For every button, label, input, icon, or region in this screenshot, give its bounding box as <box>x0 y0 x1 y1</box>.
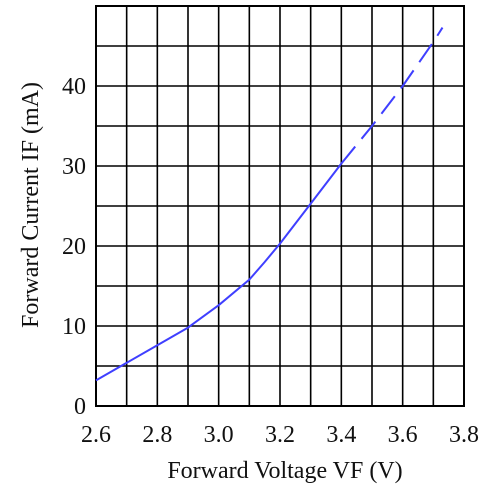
y-tick-label: 10 <box>62 314 86 340</box>
x-tick-labels: 2.6 2.8 3.0 3.2 3.4 3.6 3.8 <box>81 422 479 448</box>
x-axis-label: Forward Voltage VF (V) <box>167 458 402 484</box>
x-tick-label: 2.8 <box>142 422 172 448</box>
y-tick-label: 0 <box>74 394 86 420</box>
x-tick-label: 3.8 <box>449 422 479 448</box>
y-tick-label: 40 <box>62 74 86 100</box>
y-tick-label: 30 <box>62 154 86 180</box>
x-tick-label: 2.6 <box>81 422 111 448</box>
x-tick-label: 3.6 <box>388 422 418 448</box>
grid <box>96 6 464 406</box>
series-line-solid <box>95 162 343 382</box>
x-tick-label: 3.0 <box>204 422 234 448</box>
series-layer <box>95 27 444 382</box>
y-tick-label: 20 <box>62 234 86 260</box>
x-tick-label: 3.4 <box>326 422 356 448</box>
y-tick-labels: 0 10 20 30 40 <box>62 74 86 420</box>
x-tick-label: 3.2 <box>265 422 295 448</box>
plot-frame <box>95 5 465 407</box>
series-line-dashed <box>340 27 444 165</box>
y-axis-label: Forward Current IF (mA) <box>18 82 44 328</box>
